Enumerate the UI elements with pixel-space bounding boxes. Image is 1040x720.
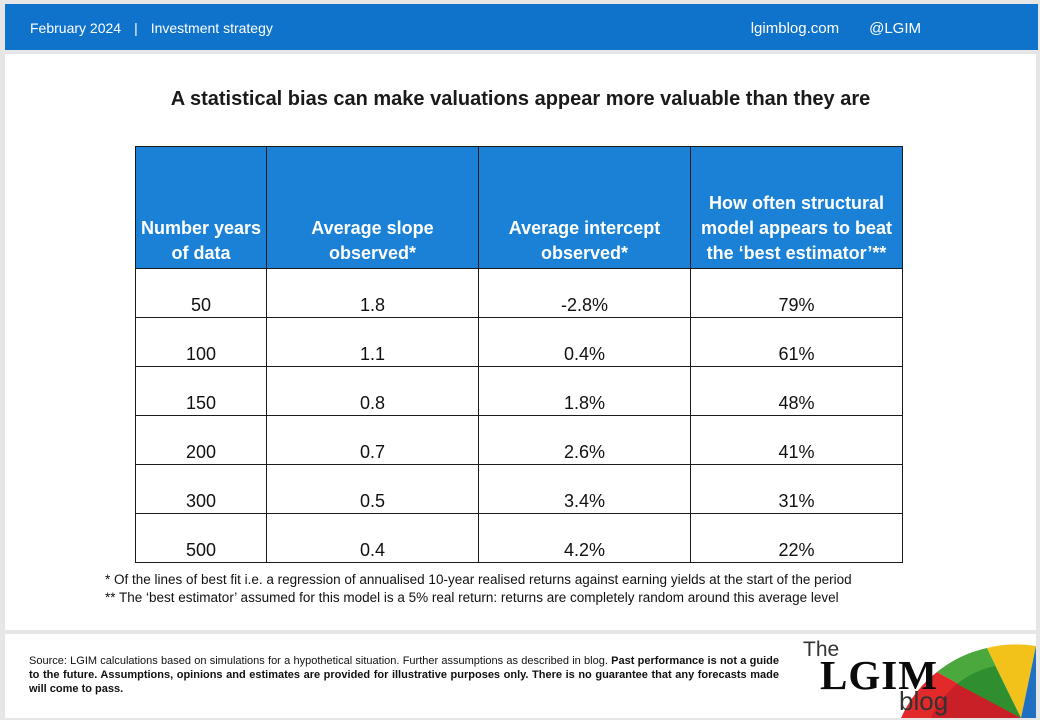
column-header-slope: Average slope observed* — [266, 146, 479, 269]
header-meta: February 2024 | Investment strategy — [30, 20, 273, 36]
header-links: lgimblog.com @LGIM — [751, 20, 921, 37]
table-row: 500 0.4 4.2% 22% — [135, 513, 903, 563]
content-panel: A statistical bias can make valuations a… — [5, 54, 1036, 630]
footnote-slope-intercept: * Of the lines of best fit i.e. a regres… — [105, 572, 852, 587]
table-cell: 41% — [690, 415, 903, 465]
site-link[interactable]: lgimblog.com — [750, 20, 840, 37]
source-disclaimer: Source: LGIM calculations based on simul… — [29, 654, 779, 696]
page-title: A statistical bias can make valuations a… — [170, 88, 871, 110]
table-row: 50 1.8 -2.8% 79% — [135, 268, 903, 318]
table-cell: 200 — [135, 415, 267, 465]
header-date: February 2024 — [30, 20, 122, 36]
table-cell: 50 — [135, 268, 267, 318]
results-table: Number years of data Average slope obser… — [135, 146, 903, 563]
table-cell: 31% — [690, 464, 903, 514]
table-cell: 300 — [135, 464, 267, 514]
disclaimer-text: Past performance is not a guide to the f… — [29, 655, 780, 695]
header-section: Investment strategy — [150, 20, 273, 36]
table-cell: 100 — [135, 317, 267, 367]
table-row: 150 0.8 1.8% 48% — [135, 366, 903, 416]
table-cell: 61% — [690, 317, 903, 367]
logo-lgim: LGIM — [820, 652, 938, 698]
column-header-intercept: Average intercept observed* — [478, 146, 691, 269]
column-header-years: Number years of data — [135, 146, 267, 269]
table-header-row: Number years of data Average slope obser… — [135, 146, 903, 269]
column-header-beat-frequency: How often structural model appears to be… — [690, 146, 903, 269]
table-cell: 0.4 — [266, 513, 479, 563]
table-cell: 0.8 — [266, 366, 479, 416]
table-row: 200 0.7 2.6% 41% — [135, 415, 903, 465]
table-cell: 1.8 — [266, 268, 479, 318]
logo-the: The — [803, 638, 840, 661]
table-cell: 3.4% — [478, 464, 691, 514]
table-cell: 0.5 — [266, 464, 479, 514]
footnote-best-estimator: ** The ‘best estimator’ assumed for this… — [105, 590, 839, 605]
table-cell: -2.8% — [478, 268, 691, 318]
table-cell: 22% — [690, 513, 903, 563]
lgim-blog-logo: The LGIM blog — [781, 634, 1036, 718]
source-text: Source: LGIM calculations based on simul… — [29, 655, 608, 667]
table-cell: 79% — [690, 268, 903, 318]
twitter-handle-link[interactable]: @LGIM — [869, 20, 921, 37]
table-cell: 2.6% — [478, 415, 691, 465]
table-row: 100 1.1 0.4% 61% — [135, 317, 903, 367]
table-cell: 4.2% — [478, 513, 691, 563]
table-cell: 0.7 — [266, 415, 479, 465]
footer: Source: LGIM calculations based on simul… — [5, 634, 1036, 718]
header-bar: February 2024 | Investment strategy lgimbl… — [5, 4, 1038, 50]
table-cell: 1.8% — [478, 366, 691, 416]
table-cell: 48% — [690, 366, 903, 416]
header-separator: | — [134, 20, 138, 36]
table-row: 300 0.5 3.4% 31% — [135, 464, 903, 514]
table-cell: 1.1 — [266, 317, 479, 367]
table-footnotes: * Of the lines of best fit i.e. a regres… — [105, 571, 852, 607]
table-cell: 500 — [135, 513, 267, 563]
table-cell: 0.4% — [478, 317, 691, 367]
umbrella-icon — [901, 644, 1036, 718]
logo-blog: blog — [899, 686, 949, 716]
table-cell: 150 — [135, 366, 267, 416]
